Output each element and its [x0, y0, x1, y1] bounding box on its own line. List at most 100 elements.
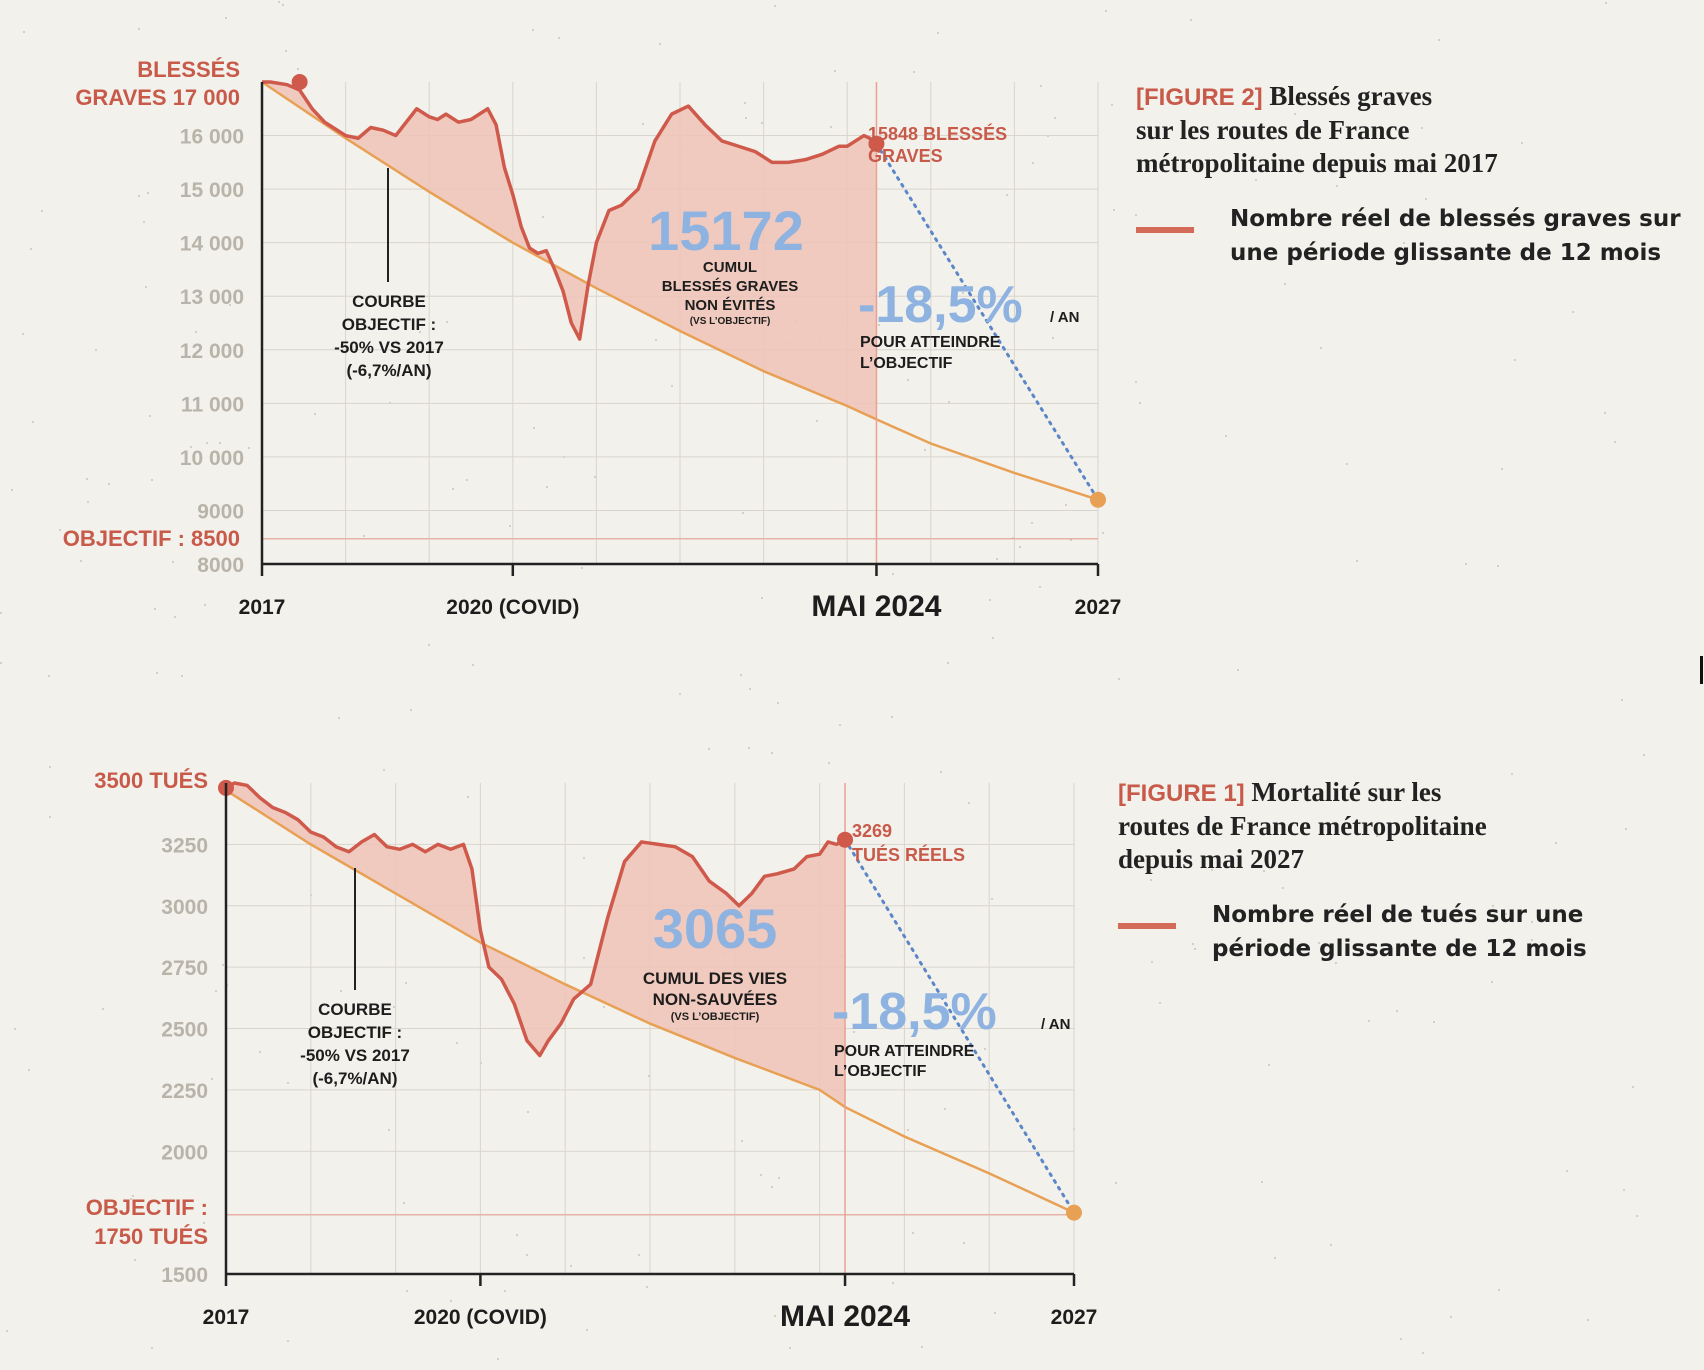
- texture-speck: [1330, 1244, 1332, 1246]
- texture-speck: [1421, 127, 1423, 129]
- end-dot: [837, 831, 854, 848]
- courbe-line1: COURBE: [318, 1000, 392, 1019]
- texture-speck: [1335, 962, 1337, 964]
- y-tick-label: 15 000: [180, 179, 244, 202]
- texture-speck: [892, 573, 894, 575]
- texture-speck: [466, 479, 468, 481]
- texture-speck: [388, 1129, 390, 1131]
- texture-speck: [659, 43, 661, 45]
- texture-speck: [59, 529, 61, 531]
- y-tick-label: 13 000: [180, 286, 244, 309]
- texture-speck: [1111, 104, 1113, 106]
- legend-text-line1: Nombre réel de blessés graves sur: [1230, 206, 1681, 232]
- texture-speck: [1237, 669, 1239, 671]
- texture-speck: [49, 766, 51, 768]
- texture-speck: [1498, 1289, 1500, 1291]
- y-axis-title-line1: BLESSÉS: [137, 57, 240, 82]
- texture-speck: [363, 535, 365, 537]
- texture-speck: [1102, 532, 1104, 534]
- texture-speck: [403, 1202, 405, 1204]
- y-tick-label: 14 000: [180, 233, 244, 256]
- legend-swatch: [1136, 227, 1194, 233]
- cumul-line1: CUMUL DES VIES: [643, 969, 787, 988]
- texture-speck: [467, 796, 469, 798]
- edge-marker: [1700, 656, 1703, 684]
- texture-speck: [646, 1286, 648, 1288]
- texture-speck: [907, 1129, 909, 1131]
- texture-speck: [1465, 563, 1467, 565]
- texture-speck: [1151, 961, 1153, 963]
- x-tick-label: 2020 (COVID): [414, 1306, 547, 1329]
- texture-speck: [28, 1069, 30, 1071]
- y-tick-label: 9000: [197, 500, 244, 523]
- texture-speck: [1268, 1064, 1270, 1066]
- texture-speck: [1105, 10, 1107, 12]
- projection-line: [843, 838, 1076, 1215]
- texture-speck: [581, 567, 583, 569]
- texture-speck: [1336, 185, 1338, 187]
- texture-speck: [749, 688, 751, 690]
- texture-speck: [1006, 194, 1008, 196]
- texture-speck: [996, 558, 998, 560]
- chart-blesses-graves: 16 000 15 000 14 000 13 000 12 000 11 000 10 0…: [63, 57, 1122, 623]
- texture-speck: [428, 644, 430, 646]
- texture-speck: [1039, 586, 1041, 588]
- y-tick-label: 10 000: [180, 447, 244, 470]
- texture-speck: [777, 702, 779, 704]
- texture-speck: [968, 802, 970, 804]
- texture-speck: [741, 1140, 743, 1142]
- y-tick-label: 3000: [161, 896, 208, 919]
- texture-speck: [1403, 242, 1405, 244]
- texture-speck: [1614, 441, 1616, 443]
- courbe-line3: -50% VS 2017: [334, 338, 444, 357]
- figure2-title: [FIGURE 2] Blessés graves sur les routes…: [1136, 80, 1696, 180]
- x-tick-label: 2017: [203, 1306, 250, 1329]
- texture-speck: [516, 1234, 518, 1236]
- texture-speck: [156, 672, 158, 674]
- figure1-title-line1: Mortalité sur les: [1251, 777, 1442, 807]
- texture-speck: [963, 1242, 965, 1244]
- texture-speck: [190, 446, 192, 448]
- texture-speck: [1159, 1002, 1161, 1004]
- legend-swatch: [1118, 923, 1176, 929]
- texture-speck: [206, 442, 208, 444]
- texture-speck: [1450, 1316, 1452, 1318]
- texture-speck: [472, 664, 474, 666]
- y-tick-label: 2500: [161, 1019, 208, 1042]
- texture-speck: [49, 816, 51, 818]
- texture-speck: [14, 1028, 16, 1030]
- texture-speck: [1150, 879, 1152, 881]
- figure2-legend-entry: Nombre réel de blessés graves sur une pé…: [1136, 202, 1696, 270]
- courbe-line2: OBJECTIF :: [308, 1023, 402, 1042]
- cumul-line3: (VS L’OBJECTIF): [671, 1011, 760, 1023]
- texture-speck: [546, 486, 548, 488]
- texture-speck: [259, 1051, 261, 1053]
- figure2-legend: [FIGURE 2] Blessés graves sur les routes…: [1136, 80, 1696, 270]
- figure2-title-line2: sur les routes de France: [1136, 115, 1410, 145]
- texture-speck: [0, 612, 2, 614]
- texture-speck: [282, 4, 284, 6]
- texture-speck: [1052, 337, 1054, 339]
- texture-speck: [151, 479, 153, 481]
- legend-text: Nombre réel de blessés graves sur une pé…: [1230, 202, 1681, 270]
- texture-speck: [570, 1265, 572, 1267]
- texture-speck: [147, 192, 149, 194]
- y-tick-label: 12 000: [180, 340, 244, 363]
- texture-speck: [1623, 1189, 1625, 1191]
- texture-speck: [924, 449, 926, 451]
- texture-speck: [151, 1347, 153, 1349]
- cumul-value: 15172: [648, 199, 804, 262]
- end-label-line1: 15848 BLESSÉS: [868, 123, 1007, 144]
- y-tick-label: 2250: [161, 1080, 208, 1103]
- texture-speck: [450, 1300, 452, 1302]
- texture-speck: [830, 126, 832, 128]
- texture-speck: [912, 1232, 914, 1234]
- x-tick-label: 2027: [1051, 1306, 1098, 1329]
- texture-speck: [108, 483, 110, 485]
- texture-speck: [944, 1108, 946, 1110]
- texture-speck: [1521, 142, 1523, 144]
- texture-speck: [140, 92, 142, 94]
- texture-speck: [32, 421, 34, 423]
- texture-speck: [891, 716, 893, 718]
- texture-speck: [6, 1330, 8, 1332]
